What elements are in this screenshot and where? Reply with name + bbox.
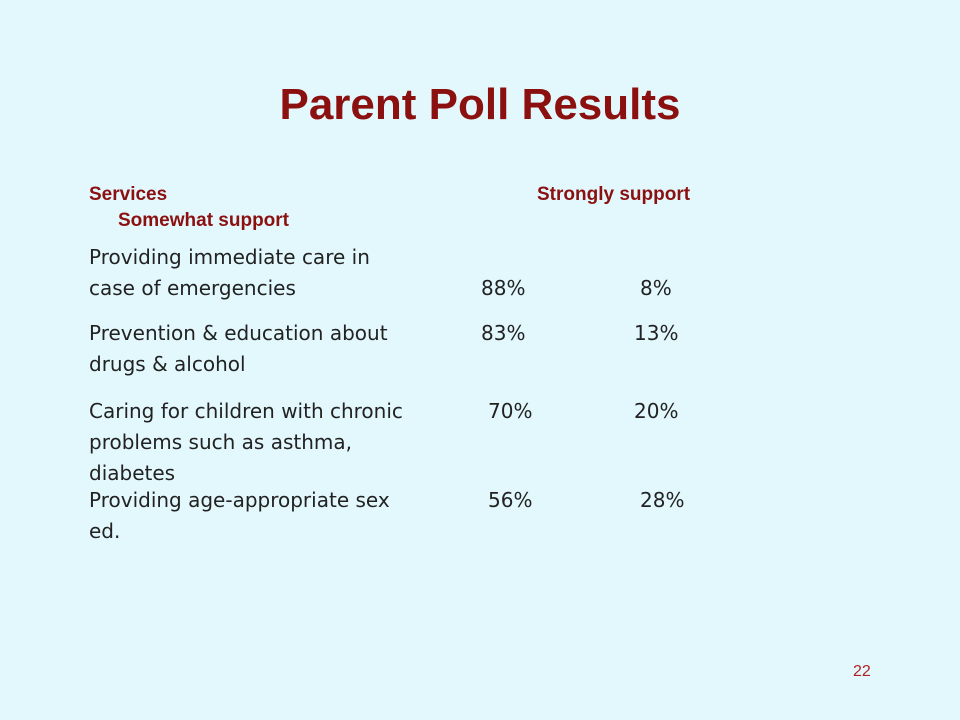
table-row: Prevention & education about drugs & alc… — [89, 318, 789, 380]
header-services: Services — [89, 184, 168, 205]
service-label: Caring for children with chronic problem… — [89, 396, 469, 489]
service-line: problems such as asthma, — [89, 430, 352, 454]
service-line: Providing immediate care in — [89, 245, 370, 269]
slide-title: Parent Poll Results — [279, 80, 681, 129]
table-row: Providing immediate care in case of emer… — [89, 242, 789, 304]
strongly-support-value: 88% — [481, 276, 526, 300]
strongly-support-value: 56% — [488, 488, 533, 512]
table-row: Providing age-appropriate sex ed. 56% 28… — [89, 485, 789, 547]
somewhat-support-value: 20% — [634, 399, 679, 423]
somewhat-support-value: 8% — [640, 276, 672, 300]
service-label: Prevention & education about drugs & alc… — [89, 318, 469, 380]
table-row: Caring for children with chronic problem… — [89, 396, 789, 489]
service-line: drugs & alcohol — [89, 352, 246, 376]
service-label: Providing age-appropriate sex ed. — [89, 485, 469, 547]
header-strongly-support: Strongly support — [537, 184, 691, 205]
page-number: 22 — [853, 663, 871, 680]
header-somewhat-support: Somewhat support — [118, 210, 290, 231]
service-line: case of emergencies — [89, 276, 296, 300]
somewhat-support-value: 28% — [640, 488, 685, 512]
service-label: Providing immediate care in case of emer… — [89, 242, 469, 304]
service-line: diabetes — [89, 461, 176, 485]
service-line: Prevention & education about — [89, 321, 388, 345]
service-line: Providing age-appropriate sex — [89, 488, 390, 512]
strongly-support-value: 83% — [481, 321, 526, 345]
somewhat-support-value: 13% — [634, 321, 679, 345]
service-line: Caring for children with chronic — [89, 399, 403, 423]
service-line: ed. — [89, 519, 121, 543]
strongly-support-value: 70% — [488, 399, 533, 423]
